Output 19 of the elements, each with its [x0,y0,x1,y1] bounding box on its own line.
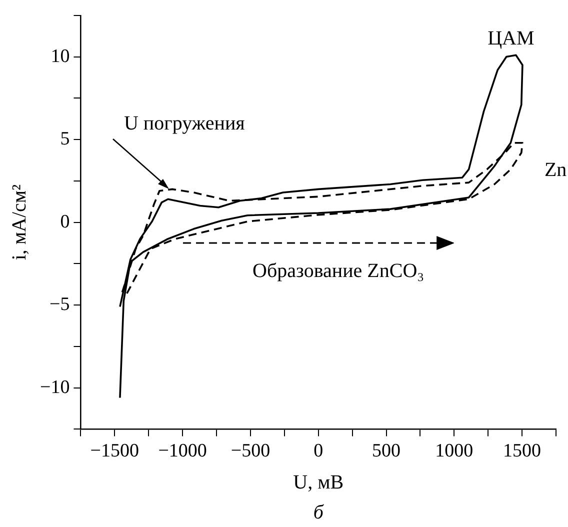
x-tick-label: −500 [230,440,270,462]
x-tick-label: 1500 [503,440,542,462]
y-tick-label: −5 [49,294,70,316]
series-label: ЦАМ [488,27,534,50]
x-tick-label: −1500 [90,440,140,462]
y-tick-label: 0 [60,211,70,232]
x-tick-label: −1000 [158,440,207,462]
x-tick-label: 500 [372,440,401,462]
annotation: Образование ZnCO₃ [252,260,424,282]
series-label: Zn [544,159,567,182]
y-tick-label: 10 [50,46,70,67]
y-axis-title: i, мА/см² [8,184,30,260]
y-tick-label: −10 [40,376,70,398]
x-tick-label: 0 [314,440,324,462]
y-tick-label: 5 [60,128,70,150]
text: б [313,501,324,524]
x-tick-label: 1000 [435,440,474,462]
x-axis-title: U, мВ [293,471,344,494]
annotation: U погружения [124,112,245,134]
